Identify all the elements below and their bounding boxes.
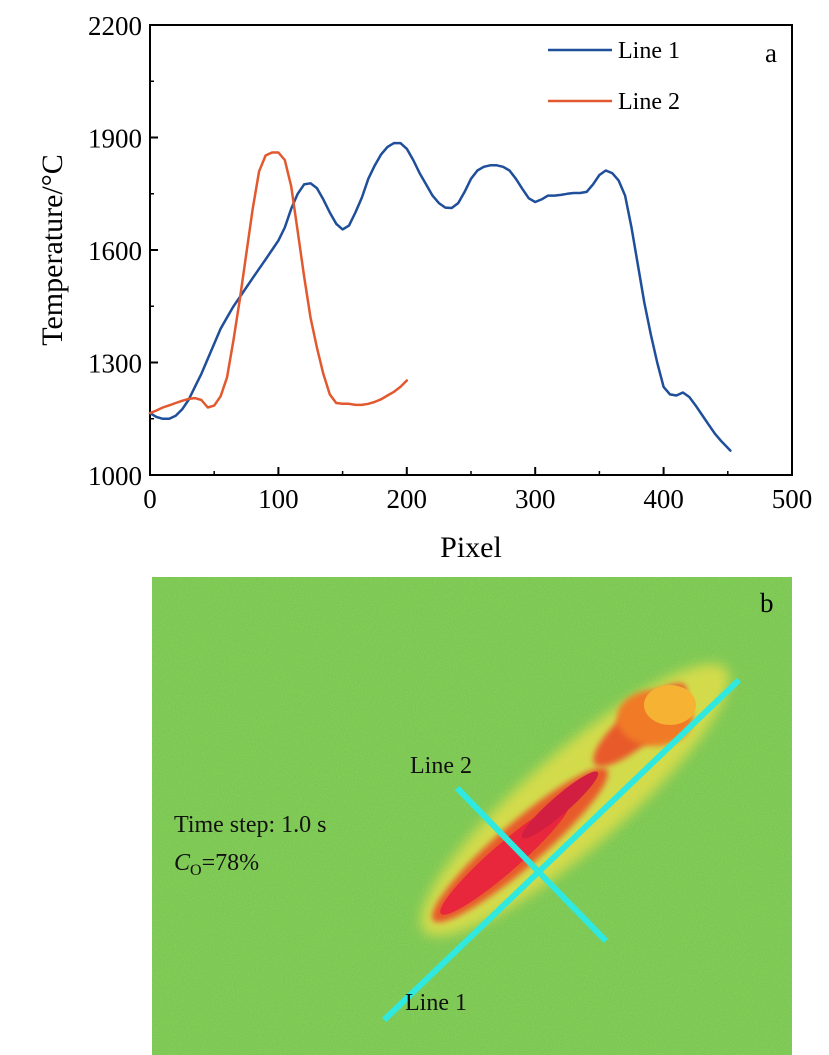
x-tick-label-300: 300 bbox=[515, 484, 556, 514]
y-tick-label-1900: 1900 bbox=[88, 124, 142, 154]
y-tick-label-1600: 1600 bbox=[88, 236, 142, 266]
temperature-line-chart: 0 100 200 300 400 500 1000 1300 1600 1900 2200 Pi… bbox=[36, 11, 812, 564]
thermal-noise bbox=[152, 577, 792, 1055]
time-step-text: Time step: 1.0 s bbox=[174, 812, 326, 838]
concentration-subscript: O bbox=[190, 862, 202, 879]
y-tick-label-1300: 1300 bbox=[88, 349, 142, 379]
series-line-2 bbox=[148, 151, 409, 415]
thermal-image-panel: Line 2 Line 1 Time step: 1.0 s CO=78% b bbox=[152, 577, 792, 1055]
x-tick-label-500: 500 bbox=[772, 484, 813, 514]
y-tick-label-1000: 1000 bbox=[88, 461, 142, 491]
y-axis-title: Temperature/°C bbox=[36, 154, 69, 345]
line-2-label: Line 2 bbox=[410, 753, 472, 779]
y-axis-ticks: 1000 1300 1600 1900 2200 bbox=[88, 11, 158, 491]
legend: Line 1 Line 2 bbox=[548, 38, 680, 115]
panel-label-a: a bbox=[765, 38, 777, 68]
panel-label-b: b bbox=[760, 588, 774, 618]
concentration-symbol: C bbox=[174, 850, 191, 876]
profile-line-2 bbox=[454, 785, 609, 944]
legend-label-line-2: Line 2 bbox=[618, 89, 680, 115]
x-tick-label-200: 200 bbox=[387, 484, 428, 514]
x-tick-label-0: 0 bbox=[143, 484, 157, 514]
x-tick-label-400: 400 bbox=[643, 484, 684, 514]
legend-label-line-1: Line 1 bbox=[618, 38, 680, 64]
concentration-text: CO=78% bbox=[174, 850, 259, 879]
hot-specimen bbox=[420, 663, 730, 937]
series-layer bbox=[148, 141, 732, 452]
line-1-label: Line 1 bbox=[405, 990, 467, 1016]
series-line-1 bbox=[148, 141, 732, 452]
x-axis-ticks: 0 100 200 300 400 500 bbox=[143, 467, 812, 514]
y-tick-label-2200: 2200 bbox=[88, 11, 142, 41]
concentration-value: =78% bbox=[202, 850, 260, 876]
x-tick-label-100: 100 bbox=[258, 484, 299, 514]
x-axis-title: Pixel bbox=[440, 531, 502, 564]
profile-line-1 bbox=[381, 677, 742, 1023]
